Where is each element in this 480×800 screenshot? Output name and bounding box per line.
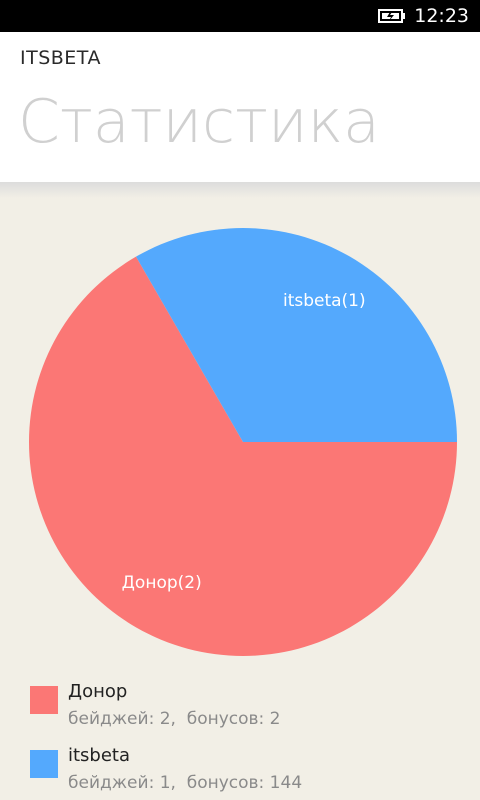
chart-legend: Донор бейджей: 2, бонусов: 2 itsbeta бей… [28,680,468,800]
legend-item-donor: Донор бейджей: 2, бонусов: 2 [28,680,468,744]
legend-stats: бейджей: 2, бонусов: 2 [68,709,281,729]
legend-stats: бейджей: 1, бонусов: 144 [68,773,303,793]
pie-slice-1 [136,228,457,442]
app-title: ITSBETA [20,47,101,69]
legend-name: itsbeta [68,745,131,766]
header-shadow [0,182,480,198]
legend-swatch-itsbeta [30,750,58,778]
pie-slice-0 [29,256,457,656]
pie-label-0: Донор(2) [122,573,202,593]
page-title: Статистика [18,87,380,157]
pie-label-1: itsbeta(1) [283,291,366,311]
legend-swatch-donor [30,686,58,714]
legend-name: Донор [68,681,128,702]
legend-item-itsbeta: itsbeta бейджей: 1, бонусов: 144 [28,744,468,800]
page-header: ITSBETA Статистика [0,32,480,182]
status-bar: 12:23 [0,0,480,32]
status-time: 12:23 [414,5,469,27]
pie-chart: Донор(2) itsbeta(1) [29,228,457,656]
statistics-content: Донор(2) itsbeta(1) Донор бейджей: 2, бон… [0,198,480,800]
battery-charging-icon [378,9,405,23]
